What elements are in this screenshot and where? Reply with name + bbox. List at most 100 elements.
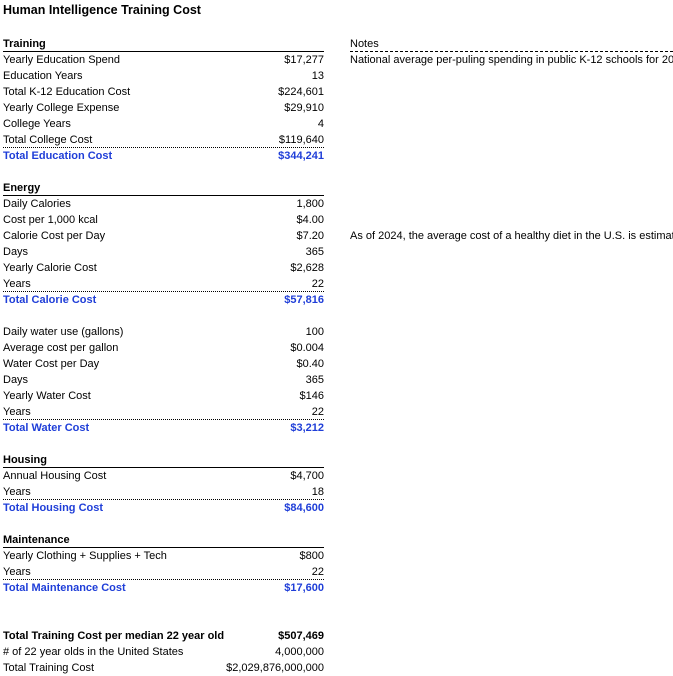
table-row[interactable]: Days 365 [3,372,324,388]
row-label: Total Training Cost per median 22 year o… [3,630,225,642]
note-text: National average per-puling spending in … [350,54,673,66]
row-value: 4,000,000 [275,646,324,658]
row-value: 22 [311,278,324,290]
spacer-row [3,612,324,628]
notes-header[interactable]: Notes [350,36,673,52]
row-value: 4 [317,118,324,130]
section-label: Training [3,38,46,50]
row-label: Total K-12 Education Cost [3,86,131,98]
row-label: Total College Cost [3,134,93,146]
row-label: Total Training Cost [3,662,95,674]
row-value: 365 [305,246,324,258]
table-row[interactable]: Calorie Cost per Day $7.20 [3,228,324,244]
total-label: Total Water Cost [3,422,90,434]
row-label: College Years [3,118,71,130]
spacer-row [3,308,324,324]
table-row[interactable]: Daily Calories 1,800 [3,196,324,212]
total-value: $57,816 [284,294,324,306]
housing-header[interactable]: Housing [3,452,324,468]
table-row[interactable]: Water Cost per Day $0.40 [3,356,324,372]
table-row[interactable]: Annual Housing Cost $4,700 [3,468,324,484]
row-value: $7.20 [296,230,324,242]
row-value: $4,700 [290,470,324,482]
total-housing-row[interactable]: Total Housing Cost $84,600 [3,500,324,516]
maintenance-header[interactable]: Maintenance [3,532,324,548]
table-row[interactable]: Years 22 [3,564,324,580]
row-label: Water Cost per Day [3,358,100,370]
row-label: Yearly Calorie Cost [3,262,97,274]
row-value: $119,640 [278,134,324,146]
sheet-title: Human Intelligence Training Cost [3,3,201,17]
table-row[interactable]: Years 22 [3,404,324,420]
table-row[interactable]: Yearly College Expense $29,910 [3,100,324,116]
note-education[interactable]: National average per-puling spending in … [350,52,673,68]
row-value: 100 [305,326,324,338]
row-value: 18 [311,486,324,498]
total-label: Total Calorie Cost [3,294,97,306]
energy-header[interactable]: Energy [3,180,324,196]
row-value: $224,601 [278,86,324,98]
total-calorie-row[interactable]: Total Calorie Cost $57,816 [3,292,324,308]
section-label: Maintenance [3,534,70,546]
row-value: $800 [299,550,324,562]
spacer-row [3,164,324,180]
row-label: Years [3,406,31,418]
row-label: Average cost per gallon [3,342,119,354]
row-label: # of 22 year olds in the United States [3,646,184,658]
note-energy[interactable]: As of 2024, the average cost of a health… [350,228,673,244]
row-label: Yearly Water Cost [3,390,91,402]
table-row[interactable]: Years 18 [3,484,324,500]
row-value: $507,469 [278,630,324,642]
row-label: Yearly Clothing + Supplies + Tech [3,550,167,562]
row-label: Education Years [3,70,83,82]
spacer-row [3,516,324,532]
table-row[interactable]: Total K-12 Education Cost $224,601 [3,84,324,100]
row-value: 22 [311,566,324,578]
table-row[interactable]: Yearly Water Cost $146 [3,388,324,404]
notes-header-label: Notes [350,38,379,50]
spacer-row [3,436,324,452]
table-row[interactable]: Average cost per gallon $0.004 [3,340,324,356]
notes-column: Notes National average per-puling spendi… [350,36,673,244]
total-maintenance-row[interactable]: Total Maintenance Cost $17,600 [3,580,324,596]
row-label: Annual Housing Cost [3,470,107,482]
total-value: $17,600 [284,582,324,594]
row-value: $0.004 [290,342,324,354]
row-label: Cost per 1,000 kcal [3,214,98,226]
table-row[interactable]: Years 22 [3,276,324,292]
row-label: Daily Calories [3,198,71,210]
table-row[interactable]: Education Years 13 [3,68,324,84]
total-value: $84,600 [284,502,324,514]
table-row[interactable]: College Years 4 [3,116,324,132]
table-row[interactable]: Cost per 1,000 kcal $4.00 [3,212,324,228]
row-value: 365 [305,374,324,386]
row-value: 22 [311,406,324,418]
total-water-row[interactable]: Total Water Cost $3,212 [3,420,324,436]
row-value: $146 [299,390,324,402]
total-value: $344,241 [278,150,324,162]
row-value: $17,277 [284,54,324,66]
table-row[interactable]: Daily water use (gallons) 100 [3,324,324,340]
note-text: As of 2024, the average cost of a health… [350,230,673,242]
total-value: $3,212 [290,422,324,434]
row-value: $29,910 [284,102,324,114]
total-education-row[interactable]: Total Education Cost $344,241 [3,148,324,164]
row-value: 13 [311,70,324,82]
table-row[interactable]: Yearly Clothing + Supplies + Tech $800 [3,548,324,564]
total-label: Total Education Cost [3,150,113,162]
row-value: 1,800 [296,198,324,210]
summary-total-row[interactable]: Total Training Cost $2,029,876,000,000 [3,660,324,676]
spacer-row [3,596,324,612]
table-row[interactable]: Yearly Education Spend $17,277 [3,52,324,68]
summary-per-person-row[interactable]: Total Training Cost per median 22 year o… [3,628,324,644]
training-header[interactable]: Training [3,36,324,52]
row-label: Yearly Education Spend [3,54,121,66]
table-row[interactable]: Yearly Calorie Cost $2,628 [3,260,324,276]
row-value: $2,029,876,000,000 [226,662,324,674]
total-label: Total Maintenance Cost [3,582,126,594]
summary-population-row[interactable]: # of 22 year olds in the United States 4… [3,644,324,660]
table-row[interactable]: Total College Cost $119,640 [3,132,324,148]
cost-table: Training Yearly Education Spend $17,277 … [3,36,324,676]
row-value: $4.00 [296,214,324,226]
table-row[interactable]: Days 365 [3,244,324,260]
